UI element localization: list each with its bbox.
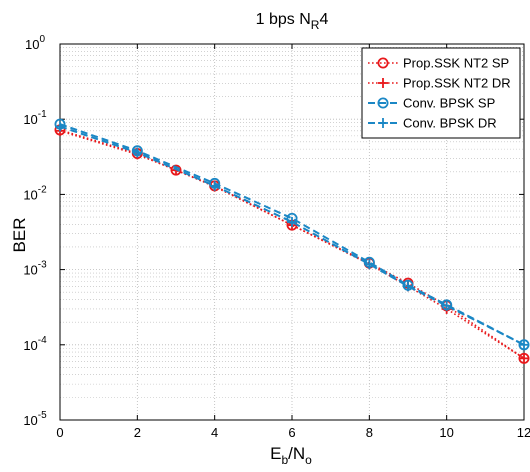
x-tick-label: 4 [211,425,218,440]
data-point [55,121,65,132]
legend-label: Conv. BPSK SP [403,96,495,111]
data-point [132,147,143,158]
data-point [441,300,452,311]
legend-label: Conv. BPSK DR [403,116,497,131]
legend-marker [377,57,389,69]
data-point [519,339,529,350]
legend-label: Prop.SSK NT2 DR [403,76,511,91]
data-point [287,216,297,227]
data-point [364,259,375,270]
x-tick-label: 10 [439,425,453,440]
x-tick-label: 0 [56,425,63,440]
x-tick-label: 12 [517,425,530,440]
legend-marker [377,97,389,109]
x-tick-label: 8 [366,425,373,440]
series-layer [54,118,530,364]
legend: Prop.SSK NT2 SP Prop.SSK NT2 DR Conv. BPSK… [361,47,521,139]
y-axis-ticks: 10-5 10-4 10-3 10-2 10-1 100 [23,34,524,428]
chart-title: 1 bps NR4 [256,11,329,32]
y-tick-label: 100 [25,34,45,52]
series-line [59,130,525,360]
legend-entry: Prop.SSK NT2 SP [368,56,509,71]
legend-marker [378,78,388,88]
x-tick-label: 2 [134,425,141,440]
y-tick-label: 10-4 [23,335,47,353]
legend-entry: Conv. BPSK SP [368,96,495,111]
legend-marker [378,118,388,128]
data-point [403,281,413,292]
y-tick-label: 10-3 [23,260,47,278]
x-axis-label: Eb/No [270,444,312,467]
y-tick-label: 10-5 [23,410,47,428]
legend-entry: Prop.SSK NT2 DR [368,76,511,91]
legend-label: Prop.SSK NT2 SP [403,56,509,71]
legend-entry: Conv. BPSK DR [368,116,497,131]
y-axis-label: BER [10,218,29,253]
data-point [209,180,220,191]
y-tick-label: 10-1 [23,109,47,127]
x-axis-ticks: 0 2 4 6 8 10 12 [56,44,530,440]
x-tick-label: 6 [288,425,295,440]
y-tick-label: 10-2 [23,184,47,202]
series-4 [55,121,529,350]
data-point [519,353,529,364]
series-line [59,125,525,346]
